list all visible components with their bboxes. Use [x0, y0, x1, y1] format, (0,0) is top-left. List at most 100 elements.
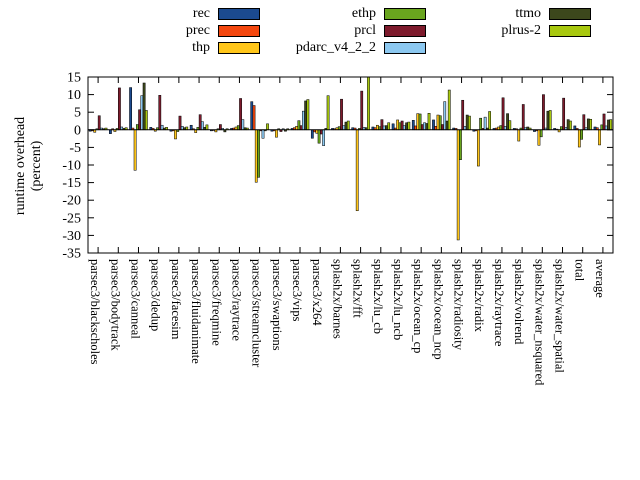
bar — [322, 129, 325, 146]
legend-swatch — [218, 41, 260, 54]
x-tick-label: splash2x/barnes — [330, 259, 344, 339]
bar — [304, 100, 308, 131]
legend-swatch — [384, 7, 426, 20]
bar — [201, 121, 204, 131]
y-tick-label: -35 — [62, 247, 81, 262]
legend-item: thp — [60, 40, 260, 55]
x-tick-label: parsec3/freqmine — [209, 259, 223, 346]
bar — [416, 113, 420, 131]
bar — [118, 87, 121, 131]
x-tick-label: splash2x/lu_cb — [371, 259, 385, 334]
x-tick-label: splash2x/water_nsquared — [532, 259, 546, 386]
bar — [598, 129, 601, 146]
bar — [236, 125, 240, 131]
x-tick-label: splash2x/volrend — [512, 259, 526, 345]
y-tick-label: -10 — [62, 159, 81, 174]
legend-label: prec — [185, 22, 210, 38]
bar — [443, 101, 447, 131]
x-tick-label: parsec3/streamcluster — [250, 259, 264, 368]
legend-item: ttmo — [391, 6, 591, 21]
x-tick-label: parsec3/x264 — [310, 259, 324, 326]
bar — [133, 129, 137, 171]
bar — [438, 115, 442, 131]
bar — [398, 122, 402, 131]
bar — [488, 111, 491, 131]
bar — [109, 129, 112, 134]
x-tick-label: splash2x/radiosity — [452, 259, 466, 351]
bar — [198, 114, 202, 131]
bar — [261, 129, 265, 139]
bar — [376, 124, 379, 131]
bar — [367, 77, 370, 131]
bar — [174, 129, 177, 140]
bar — [250, 101, 254, 131]
x-tick-label: parsec3/blackscholes — [88, 259, 102, 365]
bar — [346, 120, 350, 131]
x-tick-label: average — [593, 259, 607, 298]
bar — [252, 105, 256, 131]
bar — [562, 97, 566, 131]
bar — [302, 110, 305, 131]
legend-item: pdarc_v4_2_2 — [226, 40, 426, 55]
legend-swatch — [218, 7, 260, 20]
bar — [420, 124, 424, 131]
y-tick-label: 5 — [74, 106, 81, 121]
bar — [295, 126, 299, 131]
bar — [315, 129, 319, 134]
bar — [577, 129, 581, 148]
x-tick-label: parsec3/bodytrack — [108, 259, 122, 351]
bar — [508, 120, 512, 131]
legend-swatch — [384, 41, 426, 54]
bar — [546, 110, 550, 131]
bar — [299, 125, 303, 131]
bar — [459, 129, 462, 160]
bar — [317, 129, 321, 144]
bar — [391, 123, 395, 131]
legend-swatch — [549, 7, 591, 20]
bar — [602, 113, 606, 131]
bar — [342, 125, 346, 131]
bar — [411, 120, 415, 131]
bar — [542, 94, 545, 131]
bar — [521, 104, 525, 131]
bar — [468, 115, 471, 131]
bar — [405, 122, 408, 131]
bar — [477, 129, 480, 167]
legend-label: ethp — [351, 5, 376, 21]
y-tick-label: -25 — [62, 211, 81, 226]
bar — [503, 126, 507, 131]
chart-legend: rec prec thp ethp prcl pdarc_v4_2_2 ttmo plrus-… — [0, 0, 640, 60]
bar — [385, 125, 388, 131]
x-tick-label: splash2x/raytrace — [492, 259, 506, 347]
bar — [517, 129, 521, 142]
bar — [97, 115, 101, 131]
x-tick-label: splash2x/ocean_cp — [411, 259, 425, 353]
y-tick-label: -30 — [62, 229, 81, 244]
bar — [445, 120, 449, 131]
bar — [144, 110, 148, 131]
bar — [580, 129, 583, 140]
bar — [465, 114, 469, 131]
x-tick-label: splash2x/radix — [472, 259, 486, 333]
legend-label: thp — [192, 39, 210, 55]
y-tick-label: 15 — [67, 71, 81, 86]
bar — [609, 119, 613, 131]
bar — [501, 97, 505, 131]
bar — [414, 125, 417, 131]
bar — [355, 129, 359, 212]
bar — [160, 124, 164, 131]
bar — [319, 129, 323, 135]
bar — [600, 124, 604, 131]
bar — [158, 95, 162, 131]
bar — [582, 114, 586, 131]
bar — [539, 129, 543, 138]
legend-label: plrus-2 — [501, 22, 541, 38]
x-tick-label: parsec3/facesim — [169, 259, 183, 340]
x-tick-label: splash2x/water_spatial — [553, 259, 567, 373]
bar — [241, 119, 245, 131]
bar — [463, 126, 467, 131]
bar — [447, 89, 451, 131]
bar — [566, 119, 570, 131]
